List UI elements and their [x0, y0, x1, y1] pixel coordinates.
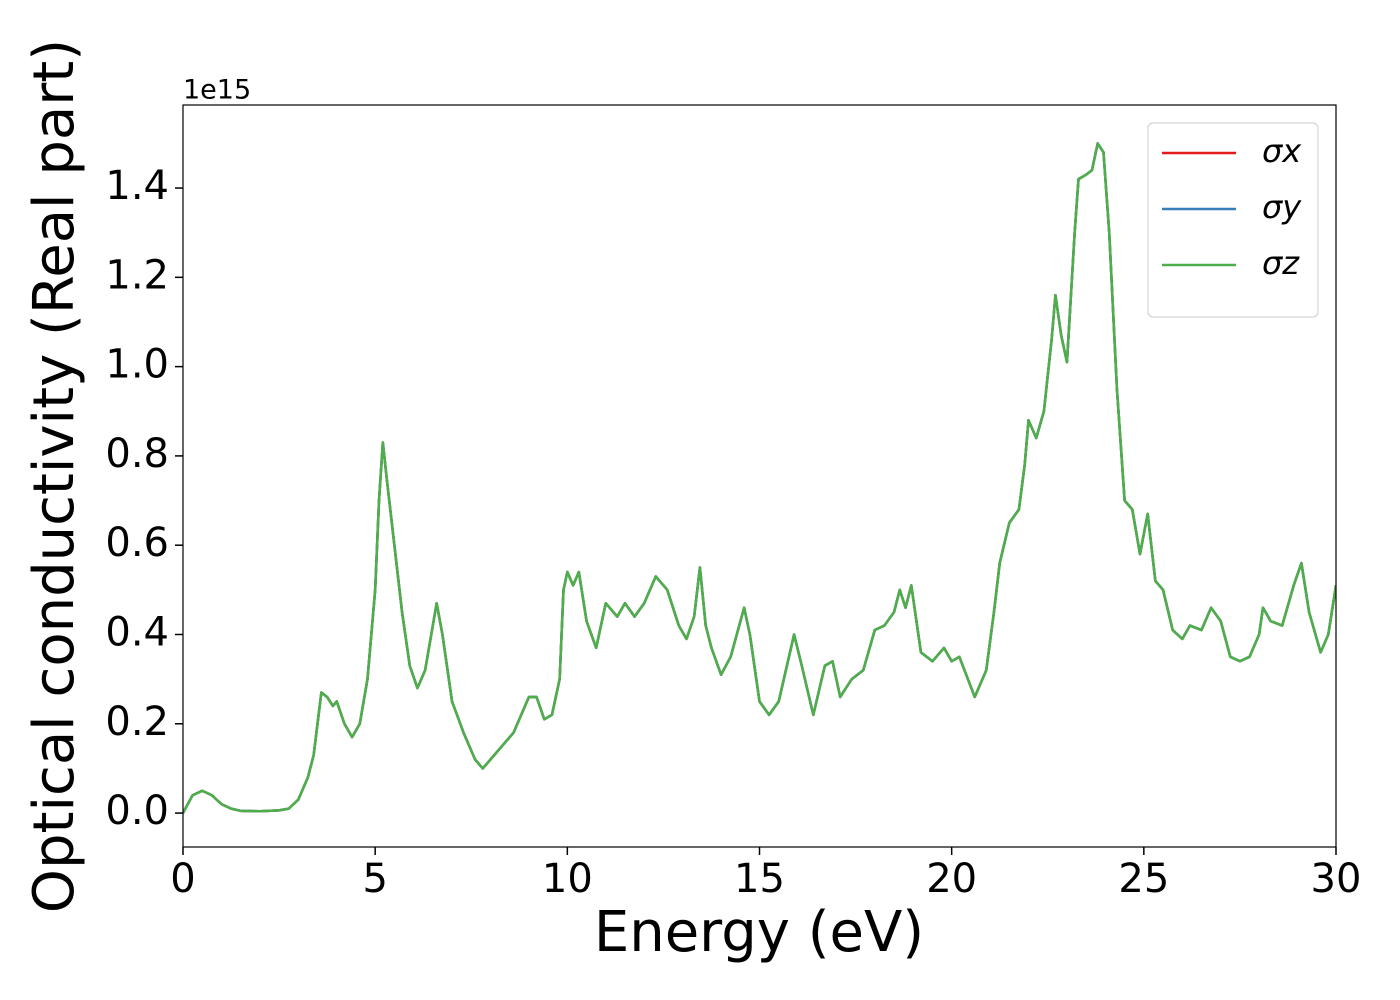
y-tick-label: 1.2: [105, 252, 169, 298]
plot-frame: [182, 104, 1337, 848]
x-tick-label: 20: [926, 856, 977, 902]
x-axis-label: Energy (eV): [594, 900, 924, 965]
y-tick-label: 0.8: [105, 431, 169, 477]
x-tick-label: 5: [362, 856, 387, 902]
series-line: [183, 142, 1336, 814]
x-tick-label: 0: [170, 856, 195, 902]
y-tick-label: 0.6: [105, 520, 169, 566]
y-offset-label: 1e15: [183, 75, 251, 106]
y-axis-label: Optical conductivity (Real part): [22, 39, 87, 913]
legend-label: σx: [1262, 132, 1302, 170]
y-tick-label: 0.4: [105, 609, 169, 655]
legend-label: σz: [1262, 244, 1300, 282]
y-tick-label: 0.2: [105, 699, 169, 745]
x-tick-label: 30: [1311, 856, 1362, 902]
x-tick-label: 25: [1118, 856, 1169, 902]
x-tick-label: 15: [734, 856, 785, 902]
legend-box: [1147, 122, 1319, 318]
y-tick-label: 0.0: [105, 788, 169, 834]
x-tick-label: 10: [542, 856, 593, 902]
legend-label: σy: [1262, 188, 1302, 226]
y-tick-label: 1.0: [105, 342, 169, 388]
y-tick-label: 1.4: [105, 163, 169, 209]
